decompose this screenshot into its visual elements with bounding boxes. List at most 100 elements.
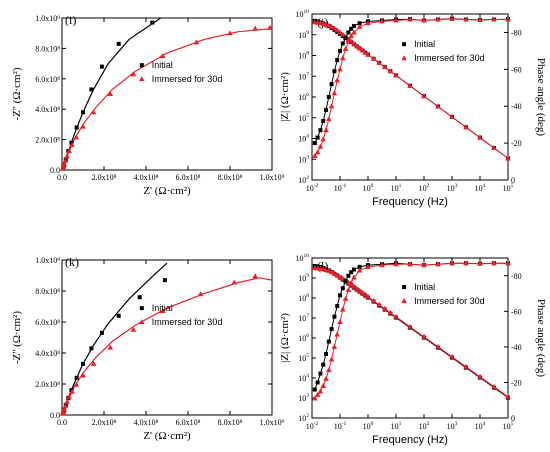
panel-label: (k): [65, 255, 79, 269]
data-point: [356, 287, 363, 293]
data-point: [342, 46, 349, 52]
data-point: [252, 25, 258, 31]
data-point: [81, 361, 85, 366]
y2-tick-label: -80: [511, 272, 522, 281]
data-point: [421, 93, 427, 99]
data-point: [351, 283, 357, 289]
data-point: [340, 41, 345, 46]
data-point: [267, 24, 273, 30]
y-tick-label: 103: [298, 154, 309, 164]
y-tick-label: 102: [298, 175, 309, 185]
data-point: [351, 29, 357, 35]
data-point: [348, 279, 354, 285]
data-point: [477, 134, 483, 140]
data-point: [150, 20, 155, 25]
legend-marker: [139, 63, 144, 68]
data-point: [315, 135, 320, 140]
bode-panel-j: 10-2 10-1 100 101 102 103 104 105 102 103 104 105 10…: [279, 9, 547, 208]
y-tick-label: 105: [298, 353, 309, 363]
data-point: [89, 346, 94, 351]
y2-axis-label: Phase angle (deg): [535, 58, 547, 137]
data-point: [365, 51, 371, 57]
fit-line: [61, 28, 273, 171]
data-point: [359, 289, 366, 295]
data-point: [359, 47, 366, 53]
data-point: [335, 304, 340, 308]
data-point: [326, 339, 331, 344]
data-point: [337, 319, 343, 324]
legend-marker: [139, 306, 144, 311]
data-point: [315, 380, 320, 385]
data-point: [352, 23, 356, 28]
data-point: [421, 262, 427, 268]
x-tick-label: 10-2: [306, 421, 319, 431]
legend-label: Initial: [414, 39, 435, 49]
legend-label: Immersed for 30d: [152, 317, 223, 327]
data-point: [90, 360, 97, 366]
y-tick-label: 0.0: [50, 411, 60, 420]
x-tick-label: 8.0x10⁸: [218, 173, 243, 182]
data-point: [345, 38, 352, 44]
data-point: [357, 264, 362, 269]
y-tick-label: 104: [298, 134, 309, 144]
data-point: [376, 301, 382, 307]
y-tick-label: 1010: [296, 253, 310, 263]
data-point: [393, 72, 399, 78]
data-point: [338, 48, 342, 53]
data-point: [80, 372, 86, 378]
plot-frame: [311, 257, 509, 419]
y-axis-label: |Z| (Ω·cm²): [279, 313, 291, 363]
y-tick-label: 1010: [296, 9, 310, 19]
x-tick-label: 104: [475, 421, 486, 431]
data-point: [334, 331, 340, 337]
data-point: [352, 267, 356, 272]
data-point: [335, 58, 340, 63]
x-tick-label: 10-1: [334, 183, 347, 193]
data-point: [89, 87, 94, 92]
data-point: [491, 145, 497, 151]
y-tick-label: 2.0x10⁸: [35, 136, 60, 145]
data-point: [346, 273, 351, 278]
data-point: [160, 53, 166, 58]
data-point: [312, 395, 318, 401]
y-tick-label: 6.0x10⁸: [35, 75, 60, 84]
data-point: [349, 26, 354, 31]
data-point: [227, 30, 233, 36]
data-point: [160, 308, 166, 314]
x-tick-label: 103: [447, 183, 458, 193]
data-point: [365, 293, 371, 299]
legend-marker: [401, 298, 407, 303]
x-tick-label: 8.0x10⁸: [218, 418, 243, 427]
x-axis-label: Z' (Ω·cm²): [143, 185, 191, 197]
data-point: [449, 113, 455, 119]
x-tick-label: 6.0x10⁸: [176, 418, 201, 427]
data-point: [340, 31, 346, 37]
data-point: [80, 123, 86, 129]
y2-tick-label: -60: [511, 65, 522, 74]
y-tick-label: 104: [298, 373, 309, 383]
data-point: [62, 157, 69, 163]
data-point: [491, 260, 497, 266]
data-point: [324, 352, 328, 356]
data-point: [351, 40, 357, 46]
y2-tick-label: -20: [511, 139, 522, 148]
data-point: [137, 295, 142, 300]
data-point: [463, 16, 469, 22]
x-tick-label: 0.0: [57, 418, 67, 427]
data-point: [505, 260, 511, 266]
data-point: [505, 393, 511, 399]
y2-axis-label: Phase angle (deg): [535, 299, 547, 378]
data-point: [197, 291, 204, 297]
y2-tick-label: -40: [511, 343, 522, 352]
data-point: [435, 16, 441, 22]
data-point: [62, 403, 69, 409]
y2-tick-label: -40: [511, 102, 522, 111]
data-point: [326, 367, 332, 372]
data-point: [342, 295, 349, 301]
data-point: [382, 305, 388, 311]
x-tick-label: 100: [363, 183, 374, 193]
data-point: [370, 55, 377, 61]
data-point: [60, 163, 67, 169]
plot-frame: [61, 17, 273, 171]
data-point: [61, 161, 67, 167]
